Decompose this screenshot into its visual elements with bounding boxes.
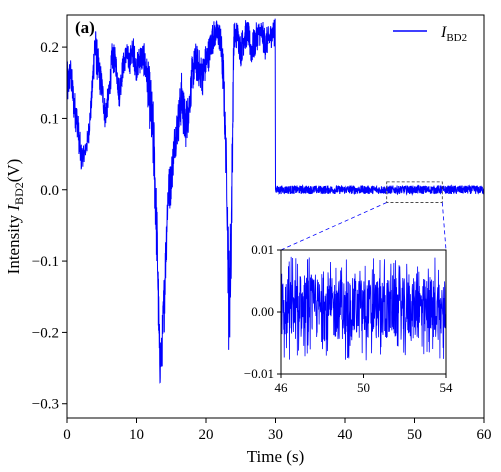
x-axis-label: Time (s) — [247, 447, 304, 466]
series-line-I-BD2 — [67, 18, 484, 384]
y-axis-label: Intensity IBD2(V) — [4, 159, 26, 275]
zoom-connector-left — [280, 202, 387, 251]
y-axis-label-unit: (V) — [4, 159, 23, 183]
inset-x-tick-label: 50 — [357, 380, 370, 395]
legend-entry-label: IBD2 — [440, 24, 467, 44]
y-axis-label-word: Intensity — [4, 214, 23, 274]
zoom-connector-right — [441, 202, 447, 251]
legend-symbol: I — [440, 24, 447, 41]
inset-y-tick-label: −0.01 — [244, 366, 274, 381]
inset-y-tick-label: 0.00 — [251, 304, 274, 319]
x-tick-label: 50 — [407, 427, 422, 443]
y-axis-label-subscript: BD2 — [12, 182, 26, 205]
x-tick-label: 0 — [63, 427, 71, 443]
inset-plot: 46 50 54 −0.01 0.00 0.01 — [244, 242, 453, 395]
main-plot-area: 0 10 20 30 40 50 60 −0.3 −0.2 −0.1 0.0 0.1 0.2 — [32, 14, 492, 443]
y-axis-label-symbol: I — [4, 204, 23, 212]
y-tick-label: 0.0 — [40, 183, 59, 199]
x-tick-label: 10 — [129, 427, 144, 443]
legend: IBD2 — [393, 24, 467, 44]
inset-series-line — [281, 256, 446, 361]
y-tick-label: 0.1 — [40, 111, 59, 127]
inset-x-tick-label: 46 — [275, 380, 289, 395]
panel-label: (a) — [75, 18, 95, 37]
x-tick-label: 60 — [477, 427, 492, 443]
y-tick-label: −0.2 — [32, 325, 59, 341]
x-tick-label: 20 — [199, 427, 214, 443]
inset-x-tick-label: 54 — [440, 380, 454, 395]
zoom-region-box — [386, 181, 443, 203]
y-tick-label: 0.2 — [40, 40, 59, 56]
y-tick-label: −0.1 — [32, 254, 59, 270]
inset-y-tick-label: 0.01 — [251, 242, 274, 257]
legend-subscript: BD2 — [446, 32, 467, 44]
x-tick-label: 40 — [338, 427, 353, 443]
y-tick-label: −0.3 — [32, 397, 59, 413]
x-tick-label: 30 — [268, 427, 283, 443]
